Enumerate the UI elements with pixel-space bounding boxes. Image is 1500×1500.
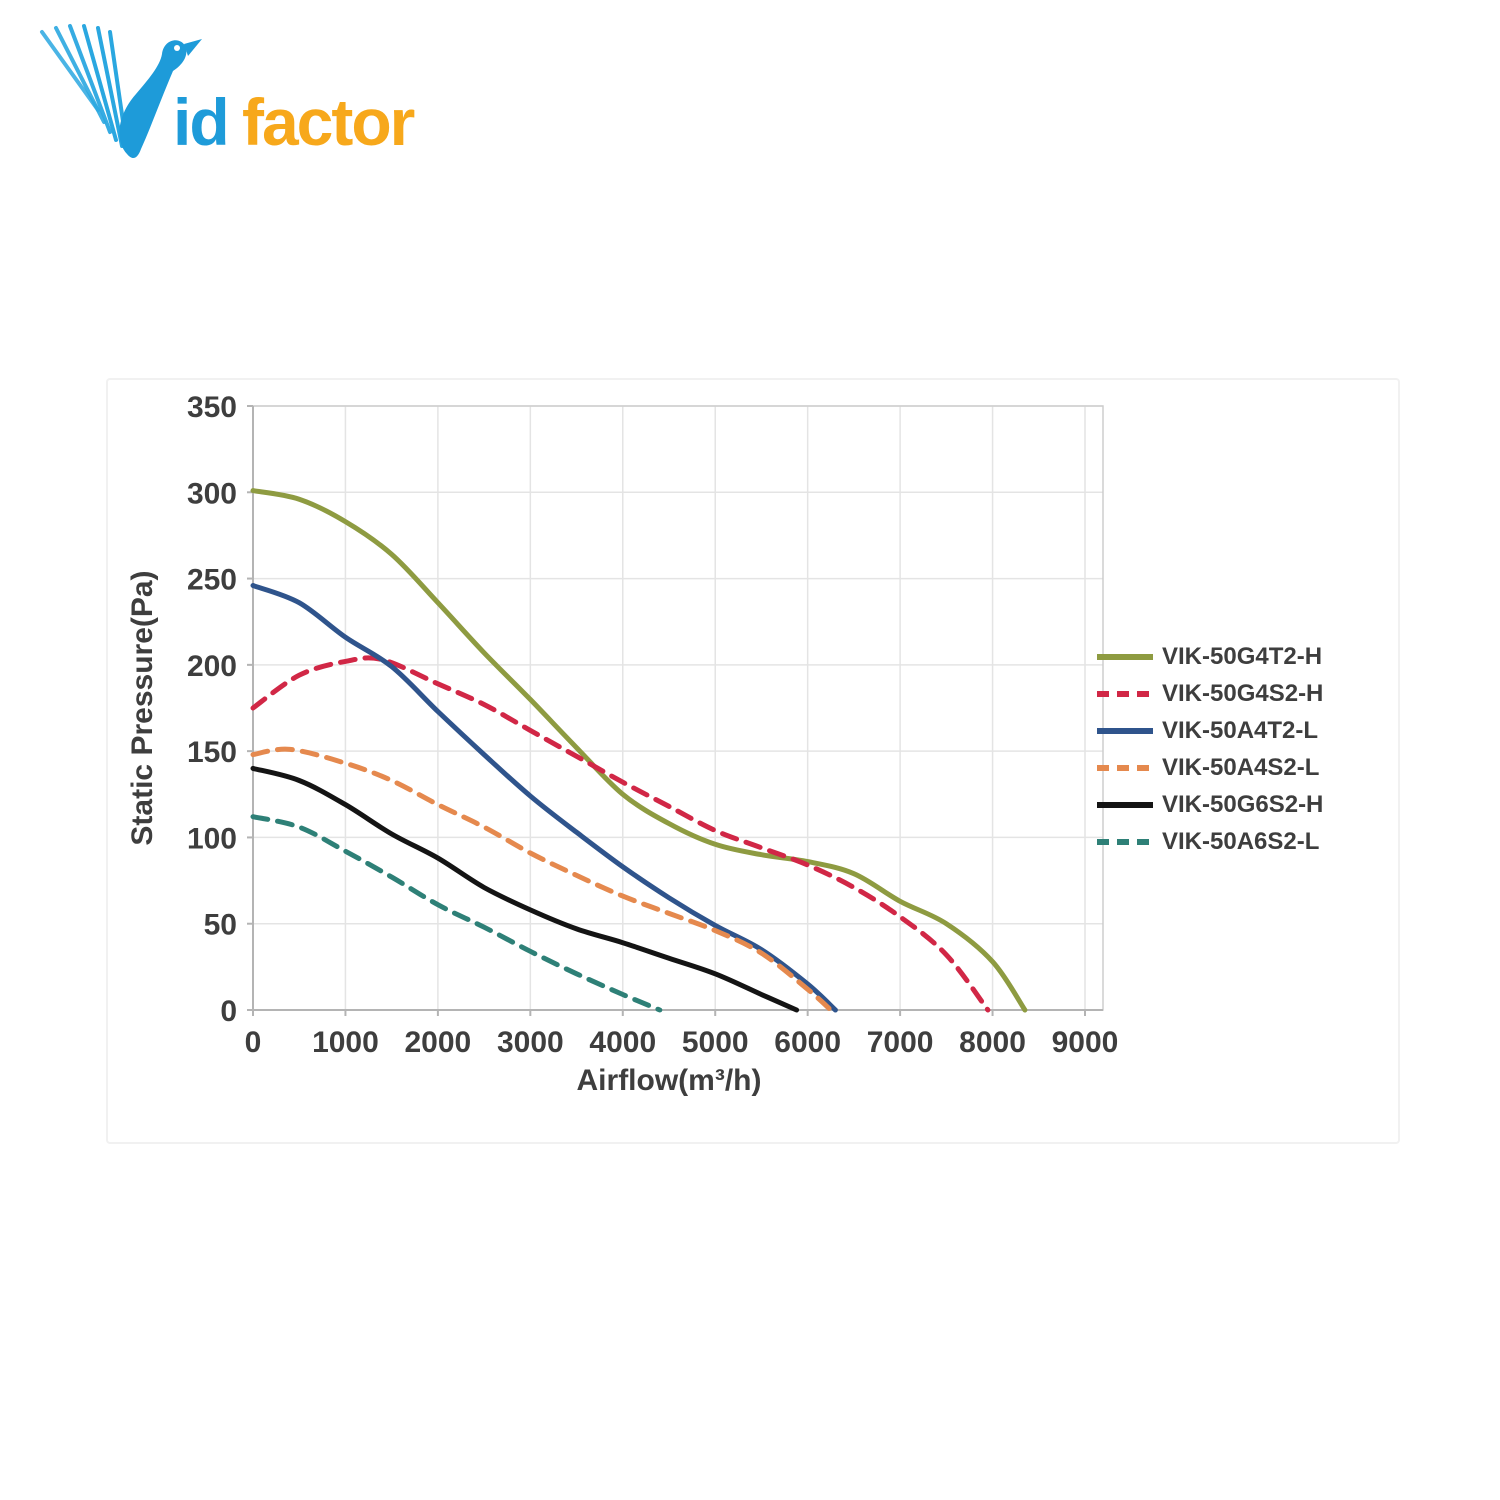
x-tick-label: 6000 (774, 1026, 841, 1059)
brand-logo: id factor (30, 18, 430, 183)
series-curve-VIK-50A6S2-L (250, 814, 663, 1013)
legend-label: VIK-50G6S2-H (1162, 790, 1324, 818)
y-tick-label: 50 (204, 909, 237, 942)
legend-swatch-dashed (1097, 690, 1153, 697)
legend-item: VIK-50A4T2-L (1096, 712, 1323, 749)
legend-item: VIK-50A6S2-L (1096, 823, 1323, 860)
series-curve-VIK-50G4S2-H (250, 655, 991, 1013)
legend-swatch-solid (1097, 801, 1153, 808)
brand-bird-icon (40, 24, 202, 159)
series-curve-VIK-50A4T2-L (250, 583, 838, 1013)
y-tick-label: 300 (187, 477, 237, 510)
y-tick-label: 100 (187, 822, 237, 855)
legend-label: VIK-50A4S2-L (1162, 753, 1320, 781)
series-curve-VIK-50A4S2-L (250, 746, 834, 1013)
y-tick-label: 150 (187, 736, 237, 769)
series-curve-VIK-50G6S2-H (250, 765, 800, 1013)
legend-item: VIK-50A4S2-L (1096, 749, 1323, 786)
x-axis-title: Airflow(m³/h) (577, 1064, 762, 1097)
legend-swatch-solid (1097, 653, 1153, 660)
brand-text-blue: id (173, 85, 230, 159)
y-axis-title: Static Pressure(Pa) (126, 570, 159, 845)
y-tick-label: 200 (187, 650, 237, 683)
legend-item: VIK-50G6S2-H (1096, 786, 1323, 823)
brand-text-orange: factor (242, 85, 415, 159)
x-tick-label: 9000 (1052, 1026, 1119, 1059)
y-tick-label: 350 (187, 391, 237, 424)
x-tick-label: 3000 (497, 1026, 564, 1059)
chart-card (106, 378, 1400, 1144)
legend-label: VIK-50G4S2-H (1162, 679, 1324, 707)
legend-item: VIK-50G4T2-H (1096, 638, 1323, 675)
legend-label: VIK-50A4T2-L (1162, 716, 1319, 744)
legend-swatch-dashed (1097, 764, 1153, 771)
x-tick-label: 0 (245, 1026, 262, 1059)
x-tick-label: 7000 (867, 1026, 934, 1059)
plot-frame (252, 405, 1104, 1011)
legend-label: VIK-50A6S2-L (1162, 827, 1320, 855)
y-tick-label: 0 (220, 995, 237, 1028)
legend-label: VIK-50G4T2-H (1162, 642, 1323, 670)
legend-item: VIK-50G4S2-H (1096, 675, 1323, 712)
legend-swatch-solid (1097, 727, 1153, 734)
x-tick-label: 1000 (312, 1026, 379, 1059)
x-tick-label: 5000 (682, 1026, 749, 1059)
legend-swatch-dashed (1097, 838, 1153, 845)
x-tick-label: 2000 (405, 1026, 472, 1059)
series-curve-VIK-50G4T2-H (250, 488, 1028, 1013)
chart-legend: VIK-50G4T2-H VIK-50G4S2-H VIK-50A4T2-L VIK-… (1096, 638, 1323, 860)
x-tick-label: 8000 (959, 1026, 1026, 1059)
y-tick-label: 250 (187, 564, 237, 597)
x-tick-label: 4000 (589, 1026, 656, 1059)
